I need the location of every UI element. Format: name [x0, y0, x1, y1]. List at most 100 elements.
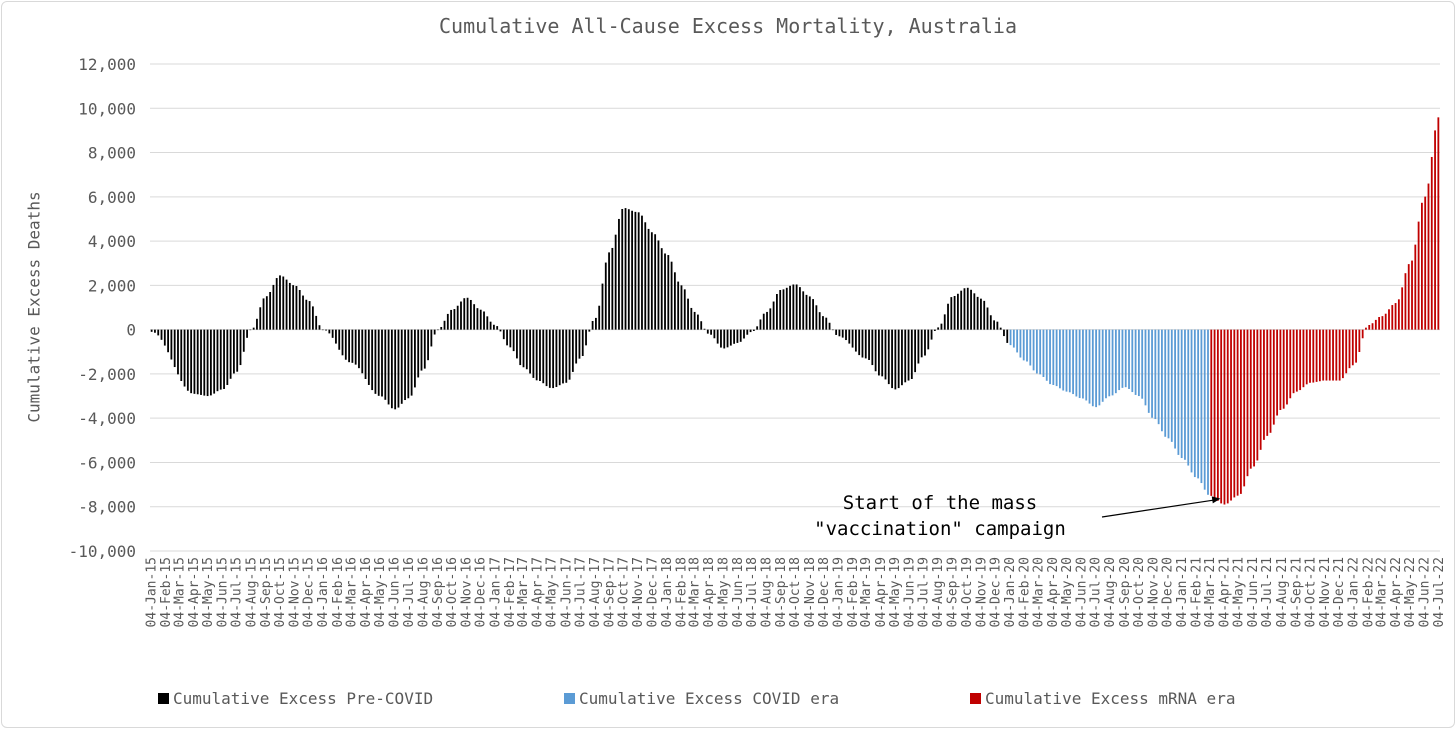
- x-tick-label: 04-Oct-17: [617, 557, 632, 627]
- bar-covid-era: [1023, 330, 1025, 361]
- bar-pre-covid: [687, 299, 689, 330]
- bar-covid-era: [1056, 330, 1058, 386]
- bar-pre-covid: [937, 327, 939, 329]
- bar-pre-covid: [506, 330, 508, 346]
- bar-mrna-era: [1309, 330, 1311, 383]
- bar-covid-era: [1174, 330, 1176, 449]
- bar-covid-era: [1075, 330, 1077, 397]
- bar-pre-covid: [707, 330, 709, 334]
- x-tick-label: 04-Jan-19: [831, 557, 846, 627]
- bar-pre-covid: [503, 330, 505, 340]
- x-tick-label: 04-Jul-19: [917, 557, 932, 627]
- bar-pre-covid: [526, 330, 528, 370]
- bar-mrna-era: [1408, 264, 1410, 330]
- bar-pre-covid: [865, 330, 867, 359]
- bar-pre-covid: [618, 219, 620, 330]
- bar-pre-covid: [911, 330, 913, 379]
- bar-mrna-era: [1243, 330, 1245, 487]
- annotation-arrow-head: [1212, 496, 1221, 503]
- bar-pre-covid: [437, 330, 439, 331]
- bar-mrna-era: [1283, 330, 1285, 409]
- y-tick-label: -10,000: [69, 542, 136, 561]
- x-tick-label: 04-Nov-20: [1146, 557, 1161, 627]
- bar-mrna-era: [1286, 330, 1288, 405]
- x-tick-label: 04-Jan-21: [1175, 557, 1190, 627]
- bar-pre-covid: [421, 330, 423, 371]
- bar-pre-covid: [839, 330, 841, 337]
- bar-pre-covid: [756, 326, 758, 329]
- bar-pre-covid: [523, 330, 525, 368]
- bar-pre-covid: [921, 330, 923, 358]
- x-tick-label: 04-Jul-17: [573, 557, 588, 627]
- bar-mrna-era: [1428, 184, 1430, 330]
- bar-pre-covid: [582, 330, 584, 356]
- x-tick-label: 04-Apr-16: [359, 557, 374, 627]
- bar-mrna-era: [1368, 325, 1370, 330]
- x-tick-label: 04-Oct-21: [1303, 557, 1318, 627]
- x-tick-label: 04-Sep-16: [431, 557, 446, 627]
- bar-pre-covid: [276, 278, 278, 330]
- bar-covid-era: [1168, 330, 1170, 439]
- bar-pre-covid: [312, 306, 314, 329]
- bar-pre-covid: [684, 289, 686, 329]
- bar-pre-covid: [894, 330, 896, 390]
- bar-pre-covid: [750, 330, 752, 332]
- x-tick-label: 04-Mar-17: [516, 557, 531, 627]
- bar-pre-covid: [500, 330, 502, 332]
- bar-covid-era: [1102, 330, 1104, 402]
- y-tick-label: -4,000: [78, 409, 136, 428]
- bar-mrna-era: [1401, 287, 1403, 329]
- bar-pre-covid: [539, 330, 541, 381]
- bar-pre-covid: [812, 299, 814, 330]
- bar-covid-era: [1115, 330, 1117, 394]
- bar-pre-covid: [378, 330, 380, 396]
- bar-mrna-era: [1220, 330, 1222, 504]
- bar-covid-era: [1177, 330, 1179, 455]
- bar-mrna-era: [1352, 330, 1354, 366]
- bar-pre-covid: [542, 330, 544, 384]
- bar-pre-covid: [690, 308, 692, 330]
- bar-covid-era: [1207, 330, 1209, 495]
- bar-pre-covid: [947, 304, 949, 330]
- bar-pre-covid: [279, 275, 281, 329]
- bar-pre-covid: [328, 330, 330, 334]
- bar-pre-covid: [246, 330, 248, 338]
- bar-mrna-era: [1378, 317, 1380, 330]
- bar-pre-covid: [977, 297, 979, 330]
- x-tick-label: 04-Aug-16: [416, 557, 431, 627]
- x-tick-label: 04-Jun-22: [1418, 557, 1433, 627]
- bar-pre-covid: [394, 330, 396, 410]
- bar-pre-covid: [401, 330, 403, 404]
- bar-mrna-era: [1355, 330, 1357, 363]
- bar-covid-era: [1201, 330, 1203, 483]
- bar-pre-covid: [338, 330, 340, 350]
- bar-covid-era: [1194, 330, 1196, 477]
- bar-pre-covid: [289, 283, 291, 330]
- x-tick-label: 04-Aug-18: [760, 557, 775, 627]
- bar-covid-era: [1197, 330, 1199, 479]
- bar-covid-era: [1095, 330, 1097, 407]
- x-tick-label: 04-Mar-22: [1374, 557, 1389, 627]
- bar-mrna-era: [1250, 330, 1252, 469]
- x-tick-label: 04-Sep-15: [259, 557, 274, 627]
- bar-pre-covid: [973, 293, 975, 329]
- bar-mrna-era: [1293, 330, 1295, 394]
- x-tick-label: 04-May-16: [373, 557, 388, 627]
- bar-mrna-era: [1240, 330, 1242, 494]
- bar-pre-covid: [710, 330, 712, 335]
- bar-pre-covid: [825, 318, 827, 330]
- x-tick-label: 04-Jan-20: [1003, 557, 1018, 627]
- bar-pre-covid: [309, 301, 311, 330]
- bar-pre-covid: [954, 296, 956, 330]
- bar-pre-covid: [723, 330, 725, 349]
- bar-pre-covid: [305, 300, 307, 330]
- y-tick-label: 10,000: [78, 99, 136, 118]
- bar-pre-covid: [871, 330, 873, 365]
- bar-mrna-era: [1237, 330, 1239, 496]
- bar-covid-era: [1187, 330, 1189, 466]
- bar-pre-covid: [878, 330, 880, 376]
- bar-mrna-era: [1421, 203, 1423, 330]
- x-tick-label: 04-May-22: [1403, 557, 1418, 627]
- bar-pre-covid: [743, 330, 745, 339]
- bar-mrna-era: [1247, 330, 1249, 477]
